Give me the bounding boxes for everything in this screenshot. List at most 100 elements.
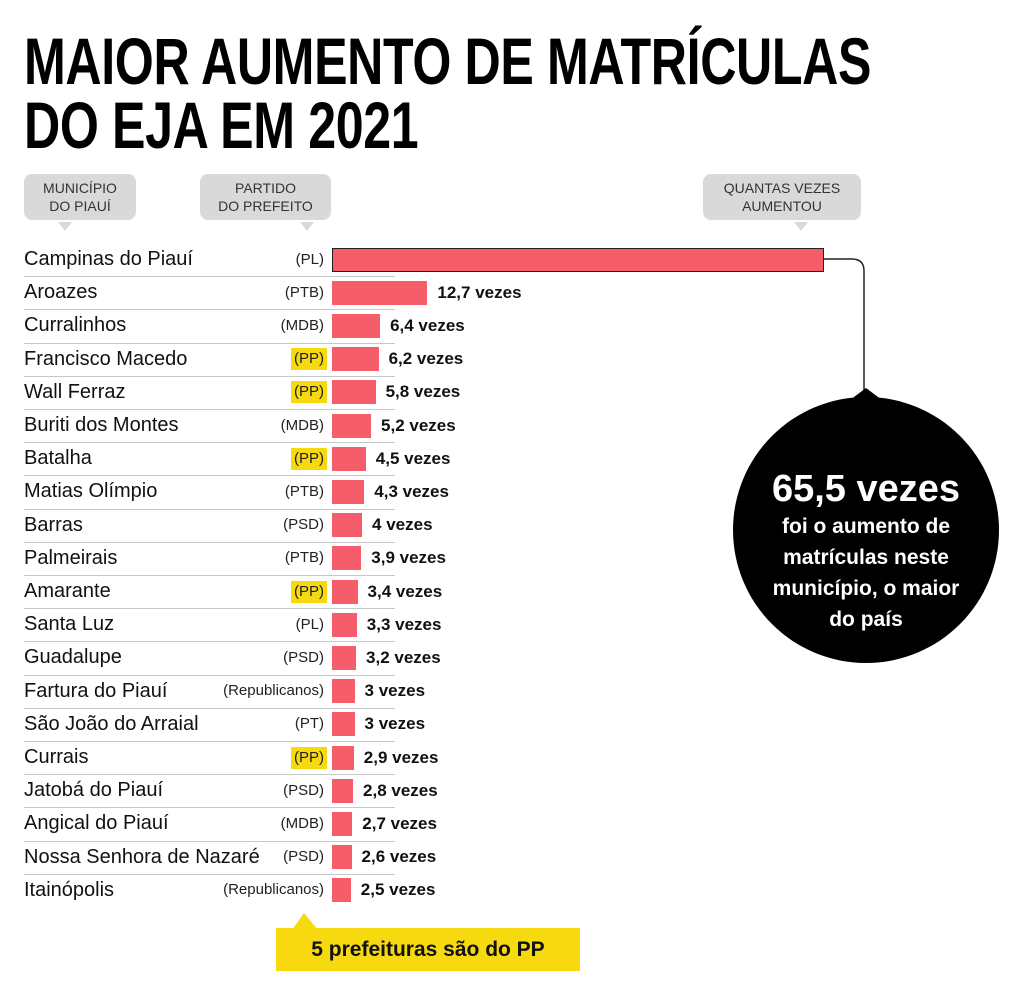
category-label: Nossa Senhora de Nazaré: [24, 845, 260, 868]
party-label: (PP): [291, 447, 327, 470]
category-label: Santa Luz: [24, 613, 115, 636]
bar: [332, 313, 381, 338]
row-separator: [24, 508, 395, 510]
category-label: Angical do Piauí: [24, 812, 169, 835]
header-text: PARTIDO: [235, 180, 296, 196]
category-label: Palmeirais: [24, 546, 118, 569]
row-separator: [24, 375, 395, 377]
value-label: 4,3 vezes: [374, 481, 449, 501]
party-label: (MDB): [280, 814, 324, 832]
row-separator: [24, 608, 395, 610]
party-label: (PP): [291, 381, 327, 404]
category-label: Amarante: [24, 580, 111, 602]
party-label: (PSD): [283, 516, 324, 534]
row-separator: [24, 840, 395, 842]
category-label: Itainópolis: [24, 878, 115, 901]
bar: [332, 811, 353, 836]
party-label: (PL): [295, 250, 324, 268]
row-separator: [24, 475, 395, 477]
value-label: 12,7 vezes: [437, 282, 522, 302]
header-box: PARTIDO DO PREFEITO: [200, 174, 331, 220]
callout-line: município, o maior: [772, 577, 960, 600]
category-label: Curralinhos: [24, 314, 127, 337]
value-label: 2,8 vezes: [363, 780, 438, 800]
party-label: (PL): [295, 615, 324, 633]
category-label: Currais: [24, 746, 89, 768]
footnote: 5 prefeituras são do PP: [276, 928, 580, 971]
bar: [332, 679, 355, 704]
bar: [332, 712, 355, 737]
category-label: São João do Arraial: [24, 712, 199, 735]
value-label: 4,5 vezes: [375, 448, 451, 468]
value-label: 6,4 vezes: [390, 315, 465, 335]
bar: [332, 778, 354, 803]
bar: [332, 446, 366, 471]
footnote-pointer: [292, 913, 318, 930]
header-pointer: [58, 222, 72, 231]
bar: [332, 845, 352, 870]
category-label: Batalha: [24, 447, 92, 470]
bar: [332, 247, 824, 272]
row-separator: [24, 807, 395, 809]
header-text: DO PIAUÍ: [49, 198, 111, 214]
bar: [332, 479, 365, 504]
bar: [332, 878, 351, 903]
value-label: 3 vezes: [364, 681, 426, 701]
value-label: 3,3 vezes: [366, 614, 442, 634]
callout: 65,5 vezes foi o aumento de matrículas ne…: [733, 397, 999, 663]
row-separator: [24, 641, 395, 643]
party-label: (MDB): [280, 416, 324, 434]
row-separator: [24, 707, 395, 709]
party-label: (PP): [291, 348, 327, 371]
category-label: Francisco Macedo: [24, 347, 188, 370]
callout-value: 65,5 vezes: [771, 468, 961, 510]
header-text: AUMENTOU: [742, 198, 822, 214]
party-label: (PP): [291, 746, 327, 769]
category-label: Buriti dos Montes: [24, 414, 179, 436]
value-label: 3,2 vezes: [366, 647, 441, 667]
row-separator: [24, 873, 395, 875]
category-label: Guadalupe: [24, 646, 122, 669]
title-line: MAIOR AUMENTO DE MATRÍCULAS: [24, 24, 872, 98]
value-label: 3,9 vezes: [371, 548, 446, 568]
value-label: 2,6 vezes: [361, 847, 437, 867]
header-box: MUNICÍPIO DO PIAUÍ: [24, 174, 136, 220]
value-label: 3 vezes: [364, 714, 426, 734]
header-text: MUNICÍPIO: [43, 180, 117, 196]
category-label: Aroazes: [24, 281, 98, 304]
party-label: (Republicanos): [223, 682, 324, 700]
party-label: (MDB): [280, 316, 324, 334]
header-text: DO PREFEITO: [218, 198, 313, 214]
bar: [332, 612, 357, 637]
header-text: QUANTAS VEZES: [723, 180, 841, 196]
party-label: (PP): [291, 580, 327, 603]
party-label: (PSD): [283, 848, 324, 866]
value-label: 2,5 vezes: [360, 880, 436, 900]
value-label: 5,8 vezes: [385, 382, 461, 402]
header-pointer: [300, 222, 314, 231]
category-label: Wall Ferraz: [24, 380, 126, 403]
row-separator: [24, 276, 395, 278]
bar: [332, 347, 379, 372]
bar: [332, 380, 376, 405]
category-label: Matias Olímpio: [24, 480, 158, 503]
value-label: 2,9 vezes: [363, 747, 439, 767]
value-label: 3,4 vezes: [367, 581, 443, 601]
header-box: QUANTAS VEZES AUMENTOU: [703, 174, 861, 220]
party-label: (PTB): [284, 549, 324, 567]
row-separator: [24, 774, 395, 776]
category-label: Campinas do Piauí: [24, 248, 193, 270]
bar: [332, 546, 362, 571]
row-separator: [24, 409, 395, 410]
row-separator: [24, 309, 395, 311]
connector: [824, 258, 865, 400]
callout-text: foi o aumento de matrículas neste municípi…: [733, 511, 999, 635]
row-separator: [24, 575, 395, 576]
bar: [332, 280, 428, 305]
bar: [332, 745, 354, 770]
bar: [332, 645, 357, 670]
header-pointer: [794, 222, 808, 231]
value-label: 4 vezes: [372, 515, 433, 535]
category-label: Barras: [24, 513, 83, 536]
